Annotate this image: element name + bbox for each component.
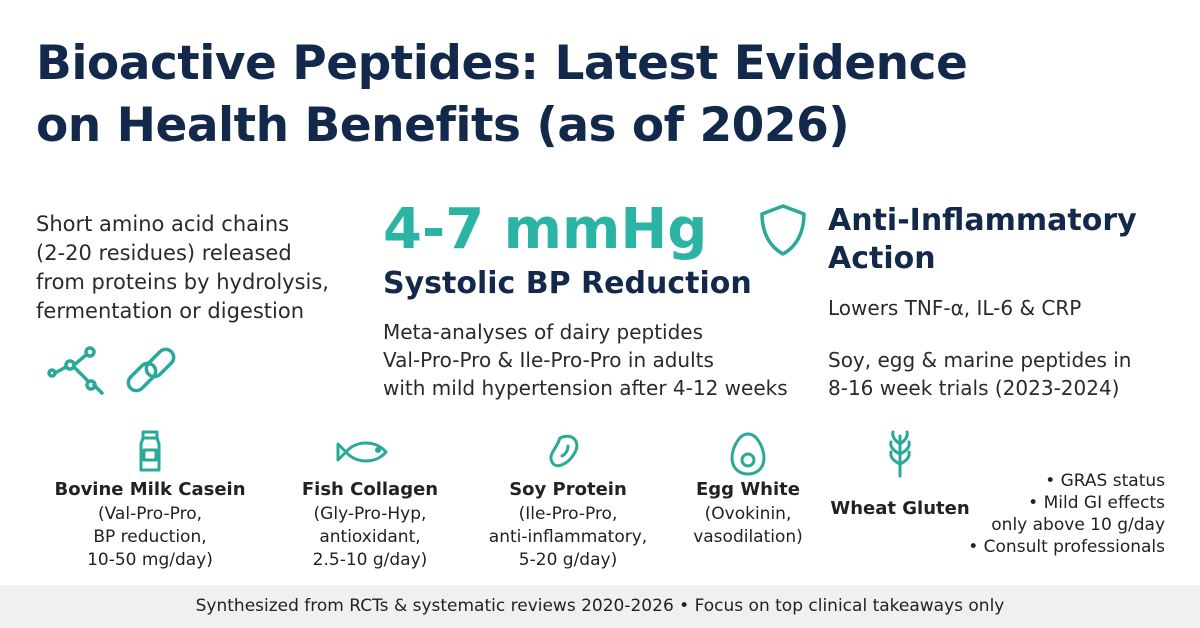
source: Bovine Milk Casein (Val-Pro-Pro, BP reduct…: [40, 478, 260, 572]
title-line: on Health Benefits (as of 2026): [36, 98, 850, 153]
source-detail: BP reduction,: [93, 527, 207, 547]
source-detail: anti-inflammatory,: [488, 527, 648, 547]
notes: • GRAS status • Mild GI effects only abo…: [968, 470, 1165, 558]
intro-line: fermentation or digestion: [36, 299, 305, 323]
title-line: Bioactive Peptides: Latest Evidence: [36, 36, 968, 91]
source-detail: 2.5-10 g/day): [312, 550, 428, 570]
note: • Mild GI effects: [1028, 493, 1165, 513]
stat-line: Meta-analyses of dairy peptides: [383, 320, 704, 344]
stat-text: Meta-analyses of dairy peptides Val-Pro-…: [383, 318, 788, 402]
stat-label: Systolic BP Reduction: [383, 266, 752, 301]
source-detail: antioxidant,: [319, 527, 421, 547]
footer-band: [0, 585, 1200, 628]
footer: Synthesized from RCTs & systematic revie…: [195, 596, 1005, 616]
note: • GRAS status: [1045, 471, 1165, 491]
note: • Consult professionals: [968, 537, 1165, 557]
source-detail: (Ile-Pro-Pro,: [518, 504, 618, 524]
source-name: Soy Protein: [509, 479, 627, 500]
inflammation-line: Soy, egg & marine peptides in: [828, 348, 1132, 372]
source-detail: 5-20 g/day): [518, 550, 618, 570]
stat-value: 4-7 mmHg: [383, 197, 708, 262]
peptide-icons: [47, 346, 176, 395]
shield-icon: [760, 204, 806, 256]
inflammation-title-line: Anti-Inflammatory: [828, 203, 1137, 238]
source: Wheat Gluten: [790, 497, 1010, 522]
note: only above 10 g/day: [991, 515, 1165, 535]
inflammation-markers: Lowers TNF-α, IL-6 & CRP: [828, 296, 1082, 320]
intro-line: (2-20 residues) released: [36, 241, 292, 265]
source: Fish Collagen (Gly-Pro-Hyp, antioxidant, 2.…: [260, 478, 480, 572]
source-detail: (Gly-Pro-Hyp,: [313, 504, 427, 524]
intro-line: from proteins by hydrolysis,: [36, 270, 329, 294]
intro: Short amino acid chains (2-20 residues) …: [36, 210, 329, 326]
source: Egg White (Ovokinin, vasodilation): [638, 478, 858, 549]
inflammation-line: 8-16 week trials (2023-2024): [828, 376, 1120, 400]
source-detail: (Ovokinin,: [704, 504, 792, 524]
source-detail: (Val-Pro-Pro,: [97, 504, 202, 524]
intro-line: Short amino acid chains: [36, 212, 290, 236]
source-name: Bovine Milk Casein: [54, 479, 246, 500]
inflammation-text: Soy, egg & marine peptides in 8-16 week …: [828, 346, 1131, 402]
inflammation-title: Anti-Inflammatory Action: [828, 202, 1137, 278]
source-name: Egg White: [696, 479, 800, 500]
source-name: Fish Collagen: [301, 479, 439, 500]
source: Soy Protein (Ile-Pro-Pro, anti-inflammator…: [458, 478, 678, 572]
inflammation-title-line: Action: [828, 241, 936, 276]
source-detail: 10-50 mg/day): [87, 550, 213, 570]
source-icons: [139, 430, 911, 478]
stat-line: Val-Pro-Pro & Ile-Pro-Pro in adults: [383, 348, 714, 372]
source-name: Wheat Gluten: [830, 498, 970, 519]
stat-line: with mild hypertension after 4-12 weeks: [383, 376, 788, 400]
source-detail: vasodilation): [693, 527, 803, 547]
